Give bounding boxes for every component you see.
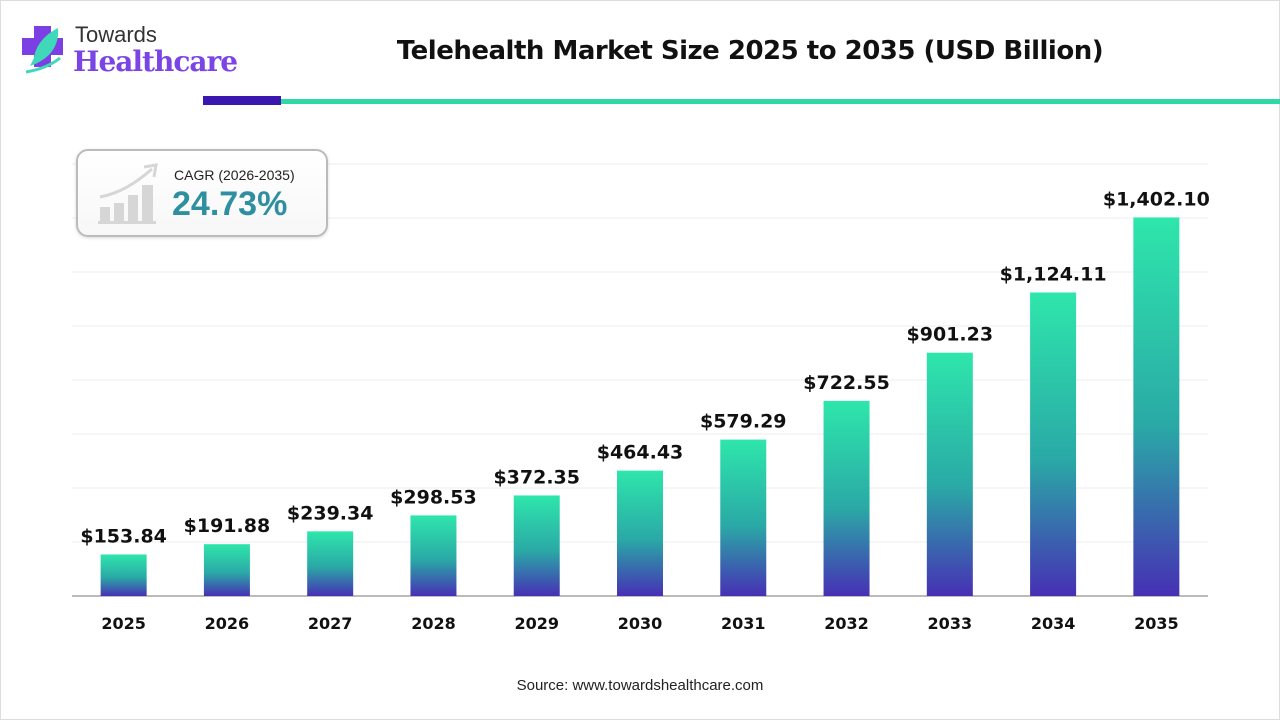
bar-2030 [617, 470, 663, 596]
data-label: $579.29 [700, 411, 787, 433]
x-tick-label: 2031 [721, 614, 766, 633]
data-label: $1,402.10 [1103, 188, 1210, 210]
data-label: $901.23 [907, 324, 994, 346]
x-tick-label: 2026 [205, 614, 250, 633]
x-tick-label: 2029 [514, 614, 559, 633]
bar-2029 [513, 495, 560, 596]
x-tick-label: 2028 [411, 614, 456, 633]
bar-2034 [1030, 292, 1077, 596]
bar-2033 [926, 352, 973, 596]
x-tick-label: 2032 [824, 614, 869, 633]
x-tick-label: 2035 [1134, 614, 1179, 633]
bar-2035 [1133, 217, 1180, 597]
data-label: $1,124.11 [1000, 263, 1107, 285]
bar-2026 [203, 544, 250, 596]
bar-2027 [307, 531, 354, 596]
bar-2025 [100, 554, 147, 596]
x-tick-label: 2034 [1031, 614, 1076, 633]
data-label: $153.84 [80, 525, 167, 547]
data-label: $722.55 [803, 372, 890, 394]
data-label: $191.88 [184, 515, 271, 537]
title-underline-dark [203, 96, 281, 105]
brand-line2: Healthcare [73, 45, 238, 78]
title-underline-teal [281, 99, 1280, 104]
cagr-label: CAGR (2026-2035) [174, 167, 295, 183]
brand-line1: Towards [75, 22, 157, 47]
bar-2032 [823, 400, 870, 596]
cagr-box: CAGR (2026-2035) 24.73% [76, 149, 328, 237]
data-label: $464.43 [597, 442, 684, 464]
x-tick-label: 2030 [618, 614, 663, 633]
cagr-value: 24.73% [172, 185, 288, 223]
source-note: Source: www.towardshealthcare.com [516, 677, 764, 694]
x-tick-label: 2033 [928, 614, 973, 633]
medical-cross-leaf-icon [22, 26, 63, 74]
bar-2031 [720, 439, 767, 596]
data-label: $239.34 [287, 502, 374, 524]
x-tick-label: 2025 [101, 614, 146, 633]
data-label: $298.53 [390, 486, 477, 508]
x-tick-label: 2027 [308, 614, 353, 633]
chart-title: Telehealth Market Size 2025 to 2035 (USD… [396, 36, 1104, 66]
growth-chart-icon [98, 163, 158, 224]
data-label: $372.35 [493, 466, 580, 488]
bar-2028 [410, 515, 457, 596]
